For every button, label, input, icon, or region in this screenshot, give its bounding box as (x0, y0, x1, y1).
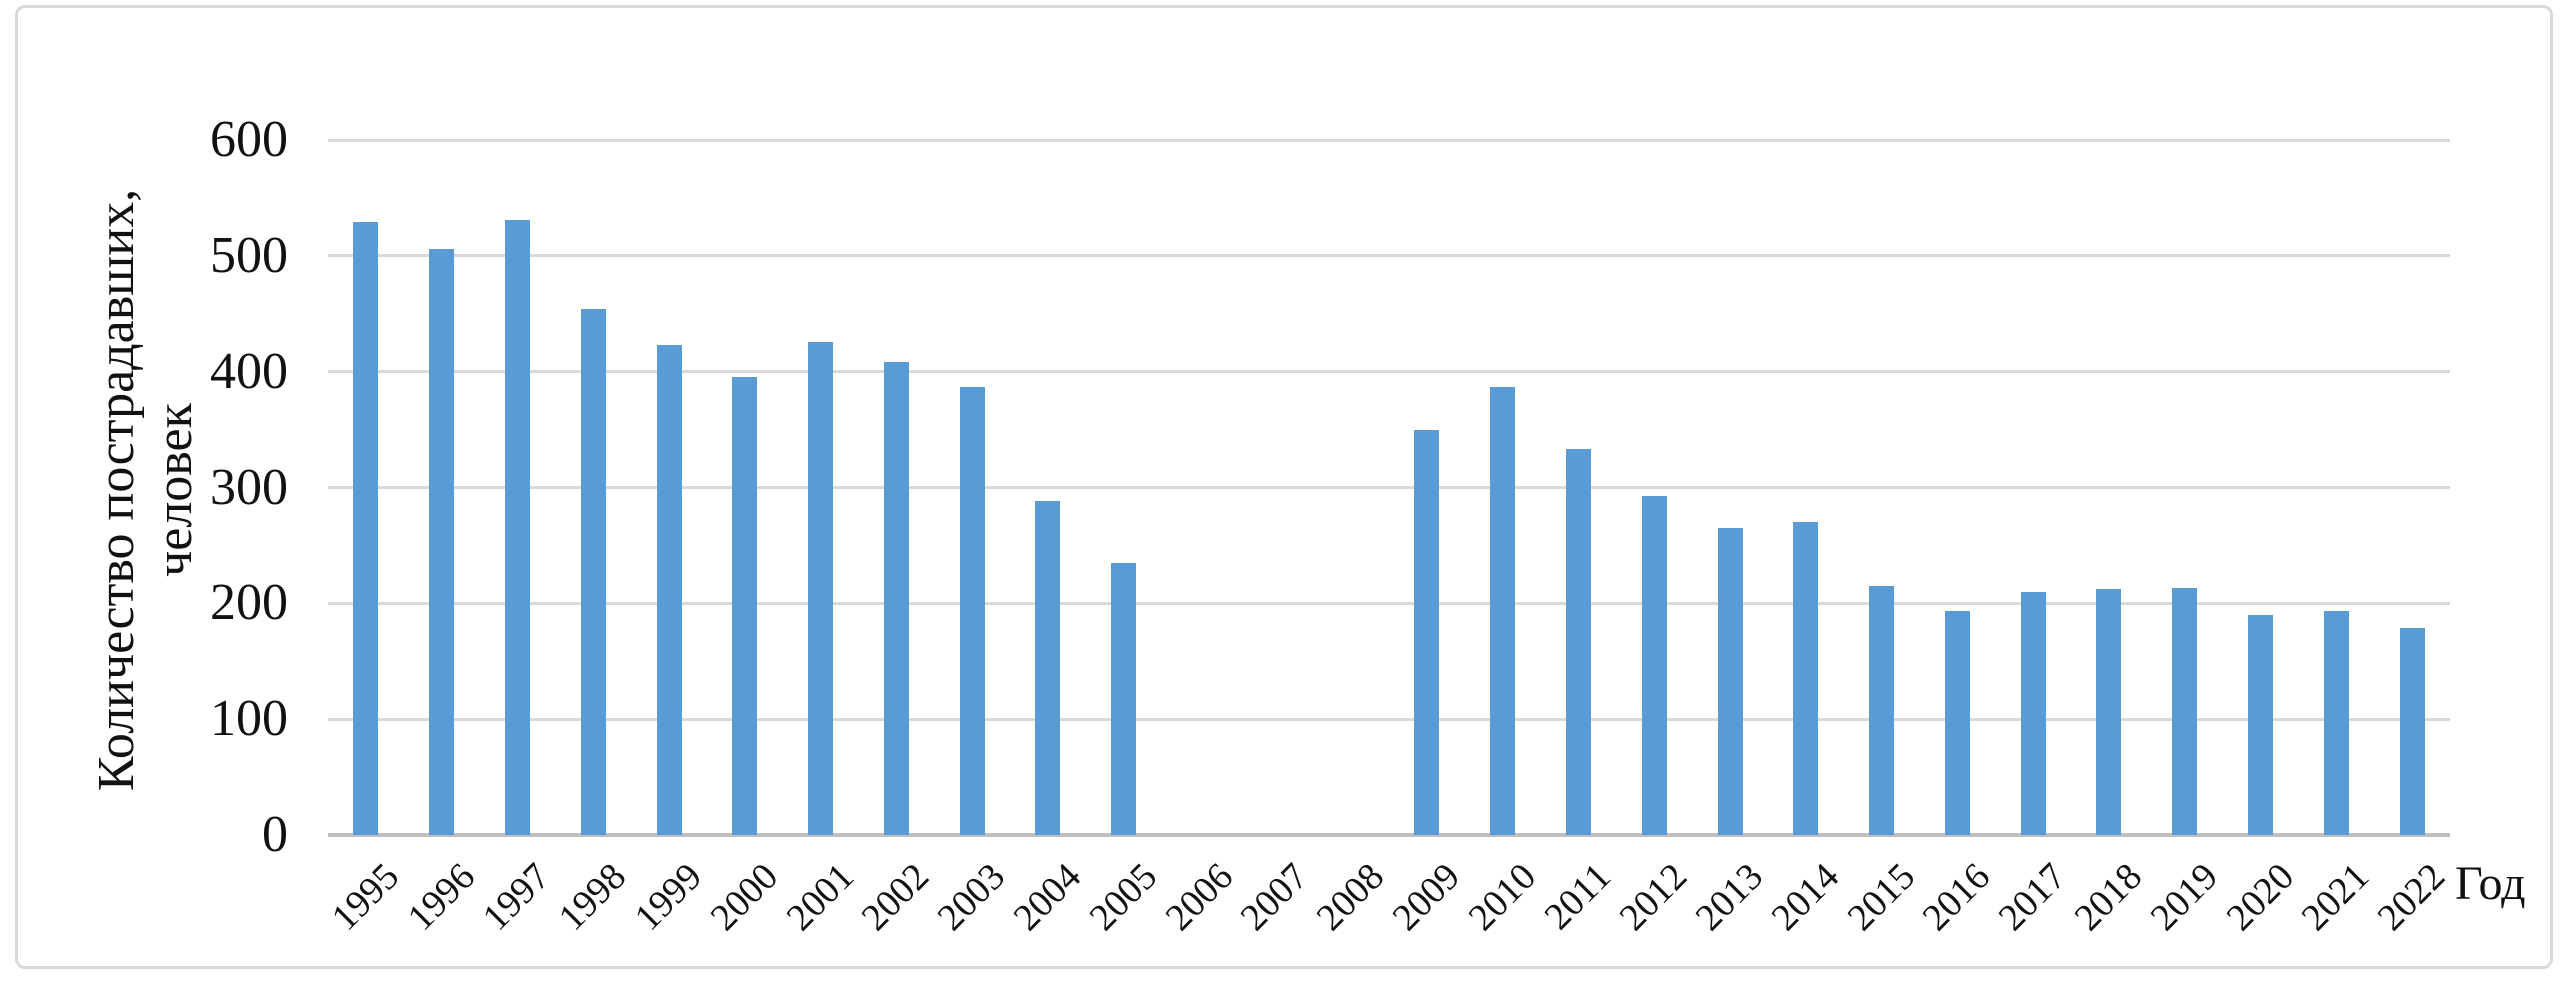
y-tick-label-600: 600 (210, 111, 288, 168)
bar-2001 (808, 341, 834, 835)
gridline-600 (328, 138, 2450, 142)
bar-2011 (1565, 449, 1591, 835)
bar-2010 (1490, 386, 1516, 835)
bar-1996 (429, 248, 455, 835)
bar-2000 (732, 377, 758, 835)
bar-2018 (2096, 589, 2122, 835)
gridline-200 (328, 601, 2450, 605)
bar-2014 (1793, 522, 1819, 835)
x-axis-title: Год (2455, 857, 2526, 910)
bar-2012 (1641, 495, 1667, 835)
gridline-300 (328, 486, 2450, 489)
bar-2004 (1035, 501, 1061, 835)
bar-1995 (353, 222, 379, 835)
bar-2009 (1414, 429, 1440, 835)
bar-1997 (504, 219, 530, 835)
bar-2016 (1944, 611, 1970, 835)
bar-2017 (2020, 591, 2046, 835)
bar-2021 (2323, 611, 2349, 835)
y-tick-label-300: 300 (210, 458, 288, 516)
x-axis-line (328, 833, 2450, 837)
bar-2019 (2172, 588, 2198, 835)
gridline-500 (328, 254, 2450, 258)
bar-2020 (2248, 614, 2274, 835)
bar-1999 (656, 345, 682, 835)
y-tick-label-200: 200 (210, 574, 288, 632)
bar-2015 (1869, 585, 1895, 835)
bar-1998 (580, 309, 606, 835)
y-tick-label-100: 100 (210, 690, 288, 748)
gridline-100 (328, 717, 2450, 721)
y-tick-label-500: 500 (210, 226, 288, 284)
bar-2002 (883, 362, 909, 835)
gridline-400 (328, 370, 2450, 374)
y-tick-label-400: 400 (210, 342, 288, 400)
bar-2013 (1717, 528, 1743, 835)
bar-2022 (2399, 627, 2425, 835)
y-tick-label-0: 0 (262, 806, 288, 863)
bar-2005 (1111, 562, 1137, 835)
bar-2003 (959, 386, 985, 835)
